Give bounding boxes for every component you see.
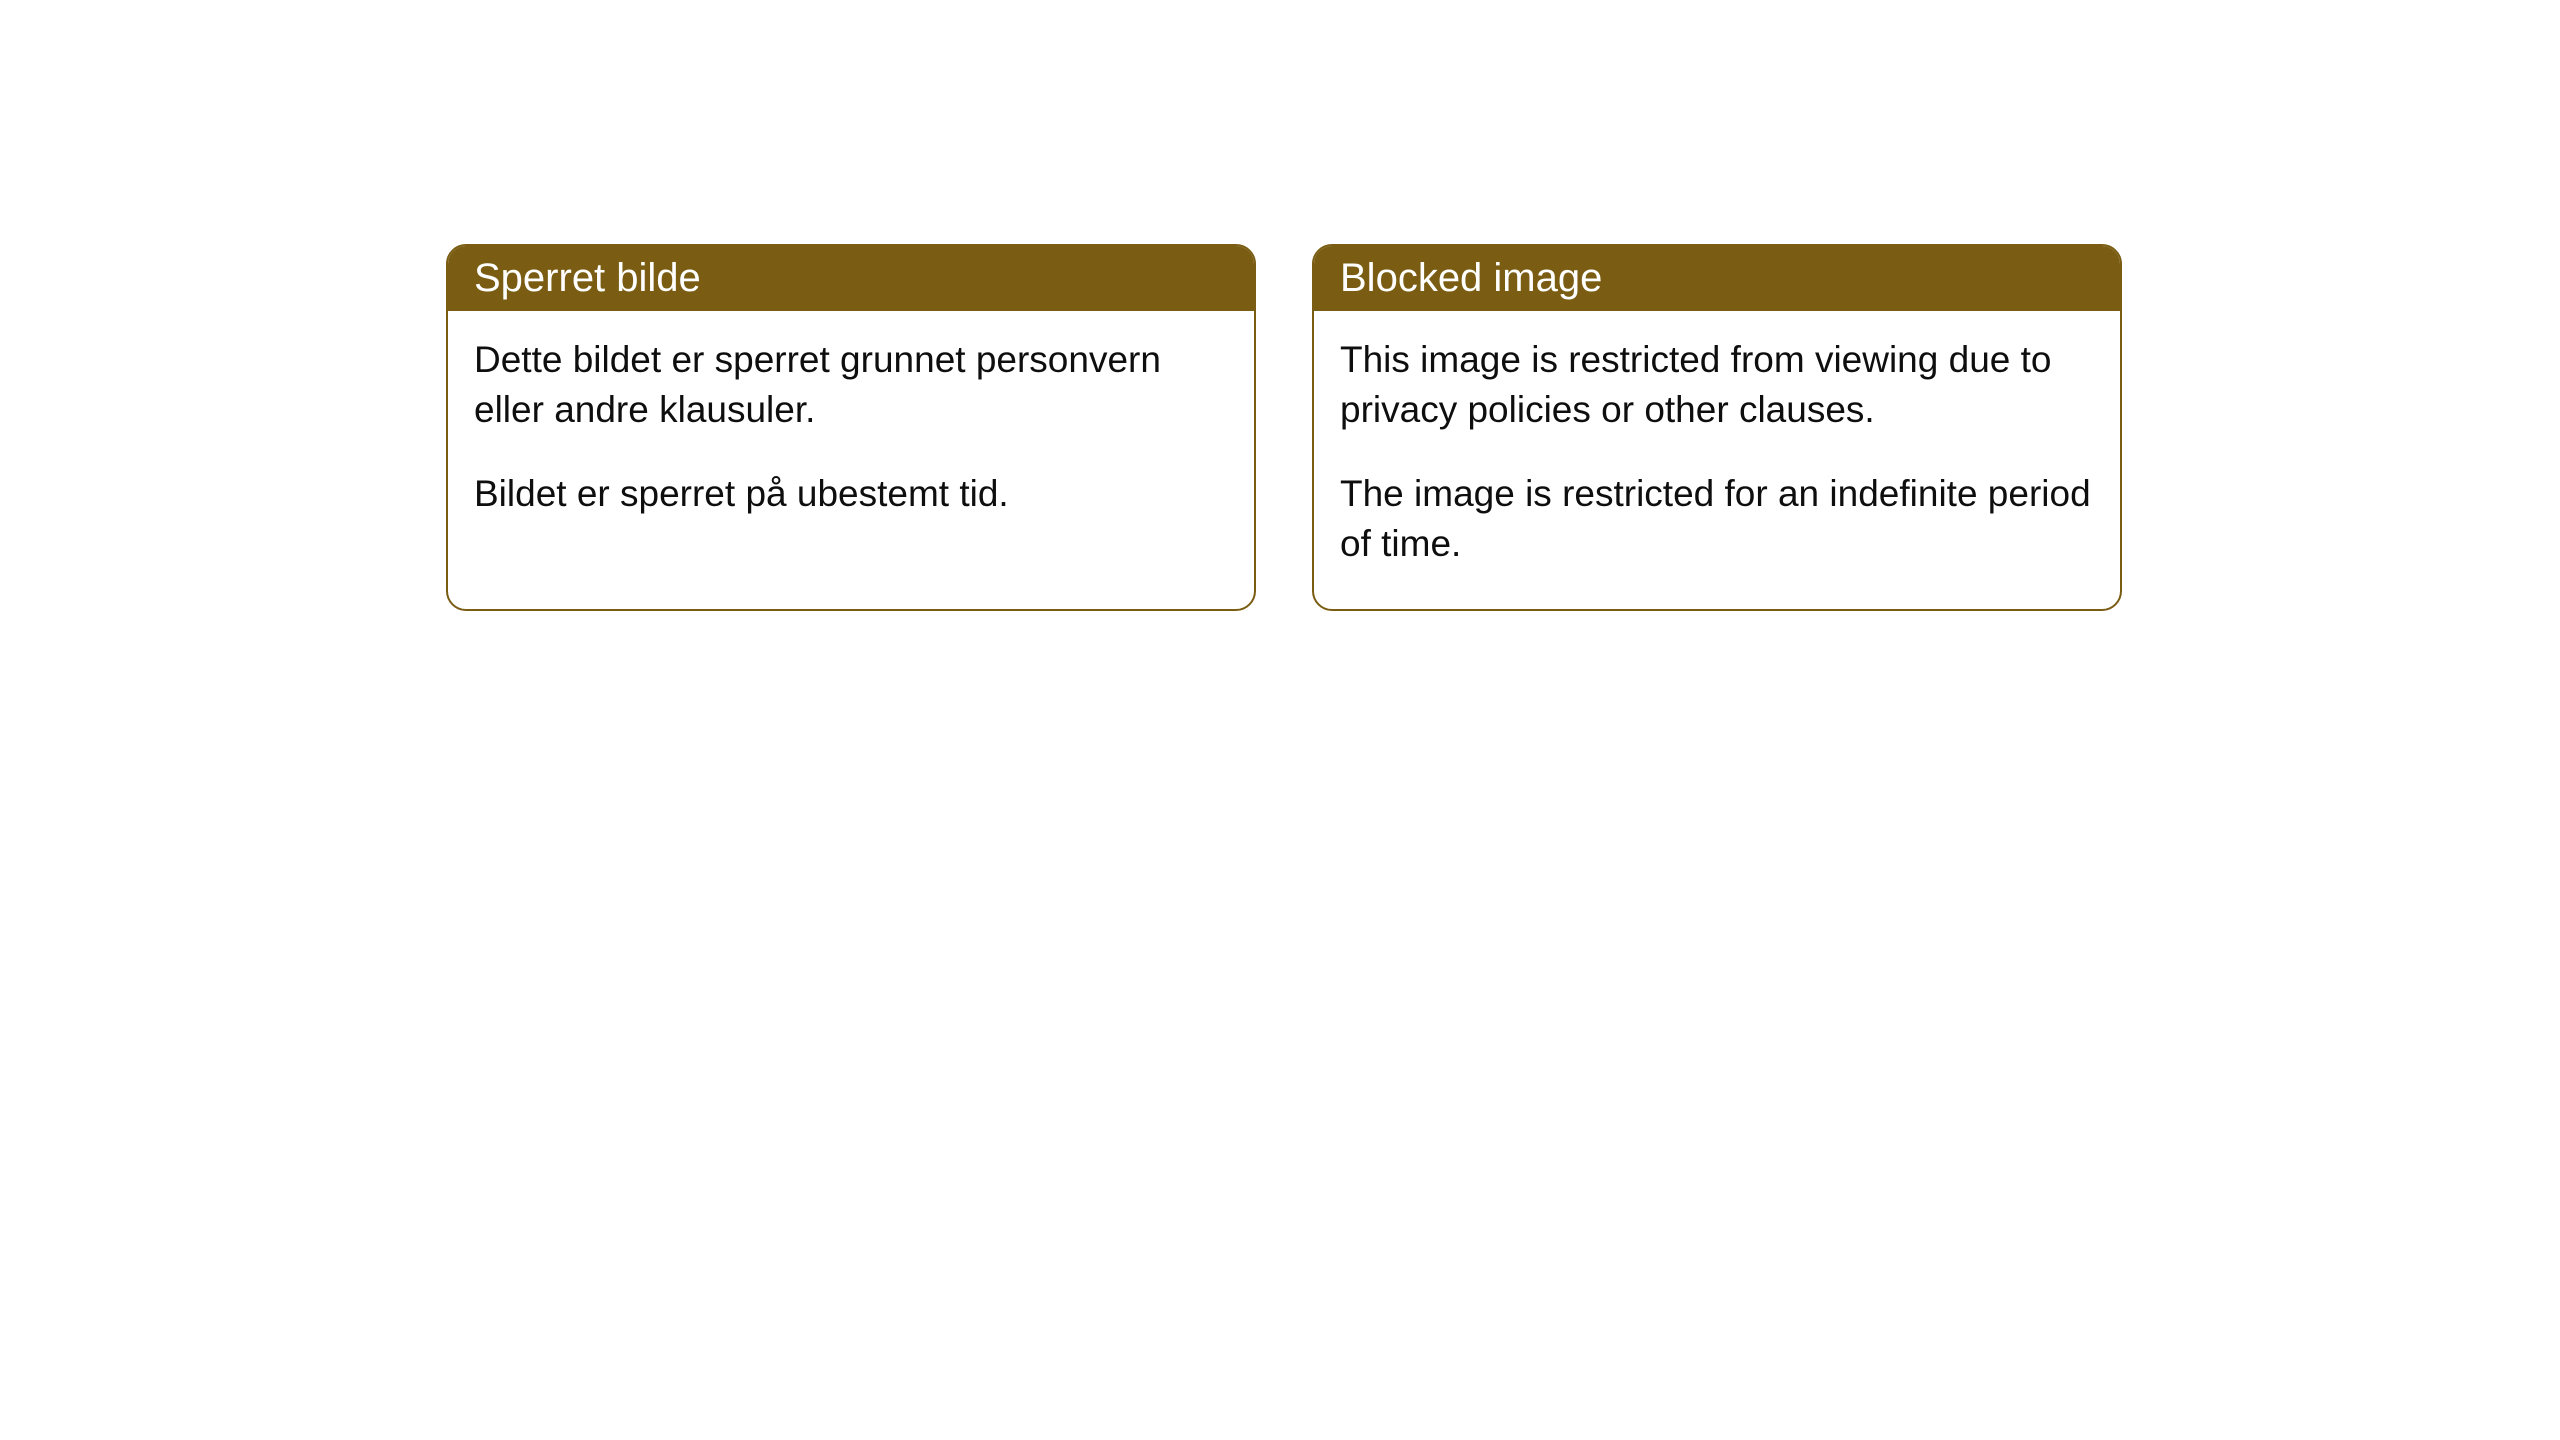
cards-container: Sperret bilde Dette bildet er sperret gr… <box>0 0 2560 611</box>
card-paragraph: Bildet er sperret på ubestemt tid. <box>474 469 1228 519</box>
card-paragraph: This image is restricted from viewing du… <box>1340 335 2094 435</box>
card-paragraph: Dette bildet er sperret grunnet personve… <box>474 335 1228 435</box>
card-paragraph: The image is restricted for an indefinit… <box>1340 469 2094 569</box>
card-body: Dette bildet er sperret grunnet personve… <box>448 311 1254 559</box>
card-body: This image is restricted from viewing du… <box>1314 311 2120 609</box>
card-title: Sperret bilde <box>448 246 1254 311</box>
blocked-image-card-en: Blocked image This image is restricted f… <box>1312 244 2122 611</box>
card-title: Blocked image <box>1314 246 2120 311</box>
blocked-image-card-no: Sperret bilde Dette bildet er sperret gr… <box>446 244 1256 611</box>
